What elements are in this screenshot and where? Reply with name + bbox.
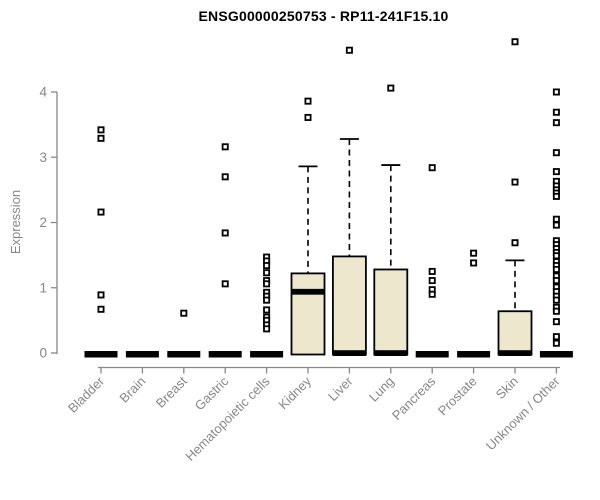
box-skin: [497, 310, 533, 356]
outlier-point: [552, 192, 560, 200]
flat-box-hematopoietic-cells: [250, 351, 284, 358]
median-line: [374, 350, 408, 356]
outlier-point: [552, 119, 560, 127]
outlier-point: [552, 318, 560, 326]
outlier-point: [263, 306, 271, 314]
x-tick-label: Gastric: [192, 373, 232, 413]
outlier-point: [552, 307, 560, 315]
outlier-point: [263, 280, 271, 288]
outlier-point: [263, 269, 271, 277]
x-tick-label: Bladder: [65, 373, 108, 416]
outlier-point: [552, 215, 560, 223]
y-tick-label: 0: [39, 346, 47, 361]
flat-box-gastric: [208, 351, 242, 358]
flat-box-prostate: [457, 351, 491, 358]
y-axis-label: Expression: [8, 189, 23, 255]
box-lung: [373, 268, 409, 356]
outlier-point: [552, 265, 560, 273]
outlier-point: [511, 239, 519, 247]
outlier-point: [470, 249, 478, 257]
outlier-point: [221, 229, 229, 237]
outlier-point: [552, 333, 560, 341]
outlier-point: [470, 259, 478, 267]
outlier-point: [97, 208, 105, 216]
x-tick-label: Kidney: [275, 373, 314, 412]
outlier-point: [221, 173, 229, 181]
median-line: [332, 350, 366, 356]
y-tick-label: 1: [39, 280, 47, 295]
outlier-point: [428, 164, 436, 172]
flat-box-bladder: [84, 351, 118, 358]
outlier-point: [552, 296, 560, 304]
x-tick-label: Brain: [116, 374, 148, 406]
outlier-point: [552, 108, 560, 116]
median-line: [498, 350, 532, 356]
outlier-point: [552, 168, 560, 176]
box-kidney: [290, 272, 326, 356]
outlier-point: [511, 178, 519, 186]
outlier-point: [552, 88, 560, 96]
outlier-point: [263, 262, 271, 270]
x-tick-label: Skin: [493, 374, 521, 402]
outlier-point: [552, 221, 560, 229]
x-tick-label: Breast: [153, 373, 190, 410]
flat-box-unknown-other: [539, 351, 573, 358]
outlier-point: [304, 97, 312, 105]
x-tick-label: Prostate: [435, 374, 480, 419]
outlier-point: [180, 309, 188, 317]
outlier-point: [552, 277, 560, 285]
chart-title: ENSG00000250753 - RP11-241F15.10: [198, 8, 449, 24]
x-tick-label: Pancreas: [389, 373, 439, 423]
outlier-point: [97, 291, 105, 299]
outlier-point: [221, 280, 229, 288]
outlier-point: [552, 252, 560, 260]
flat-box-breast: [167, 351, 201, 358]
outlier-point: [221, 143, 229, 151]
outlier-point: [552, 149, 560, 157]
x-tick-label: Unknown / Other: [483, 373, 563, 453]
box-liver: [331, 255, 367, 356]
outlier-point: [511, 38, 519, 46]
flat-box-brain: [125, 351, 159, 358]
y-tick-label: 3: [39, 150, 47, 165]
flat-box-pancreas: [415, 351, 449, 358]
y-tick-label: 2: [39, 215, 47, 230]
outlier-point: [97, 126, 105, 134]
outlier-point: [97, 305, 105, 313]
outlier-point: [387, 84, 395, 92]
y-tick-label: 4: [39, 85, 47, 100]
outlier-point: [428, 267, 436, 275]
outlier-point: [428, 290, 436, 298]
outlier-point: [552, 339, 560, 347]
outlier-point: [345, 46, 353, 54]
outlier-point: [304, 113, 312, 121]
x-tick-label: Lung: [366, 374, 397, 405]
x-tick-label: Liver: [325, 373, 356, 404]
outlier-point: [428, 277, 436, 285]
outlier-point: [97, 134, 105, 142]
outlier-point: [263, 325, 271, 333]
outlier-point: [263, 296, 271, 304]
median-line: [291, 288, 325, 295]
